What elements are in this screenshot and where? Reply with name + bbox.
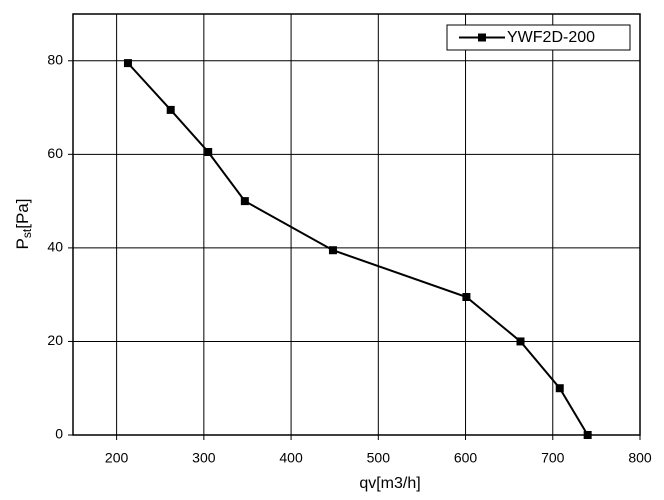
y-axis-label-main: P: [13, 238, 32, 249]
y-tick-label: 80: [47, 51, 63, 67]
data-point: [204, 147, 213, 156]
y-tick-label: 60: [47, 145, 63, 161]
y-tick-label: 40: [47, 239, 63, 255]
x-tick-label: 300: [192, 450, 216, 466]
data-point: [240, 197, 249, 206]
y-axis-label-sub: st: [20, 228, 34, 238]
data-point: [166, 105, 175, 114]
x-tick-label: 400: [279, 450, 303, 466]
y-axis-label: Pst[Pa]: [13, 199, 34, 250]
data-point: [328, 246, 337, 255]
data-line: [127, 62, 589, 436]
x-tick-label: 500: [367, 450, 391, 466]
data-point: [516, 337, 525, 346]
data-point: [555, 384, 564, 393]
y-tick-label: 20: [47, 332, 63, 348]
x-tick-label: 700: [541, 450, 565, 466]
plot-frame: [72, 13, 641, 436]
x-axis-label: qv[m3/h]: [359, 475, 420, 492]
x-tick-label: 200: [105, 450, 129, 466]
data-point: [123, 59, 132, 68]
y-tick-label: 0: [55, 426, 63, 442]
x-tick-label: 600: [454, 450, 478, 466]
legend-marker: [478, 33, 486, 42]
x-tick-label: 800: [628, 450, 652, 466]
y-axis-label-unit: [Pa]: [13, 199, 32, 229]
data-point: [583, 431, 592, 439]
legend-label: YWF2D-200: [507, 29, 595, 46]
data-point: [462, 293, 471, 302]
